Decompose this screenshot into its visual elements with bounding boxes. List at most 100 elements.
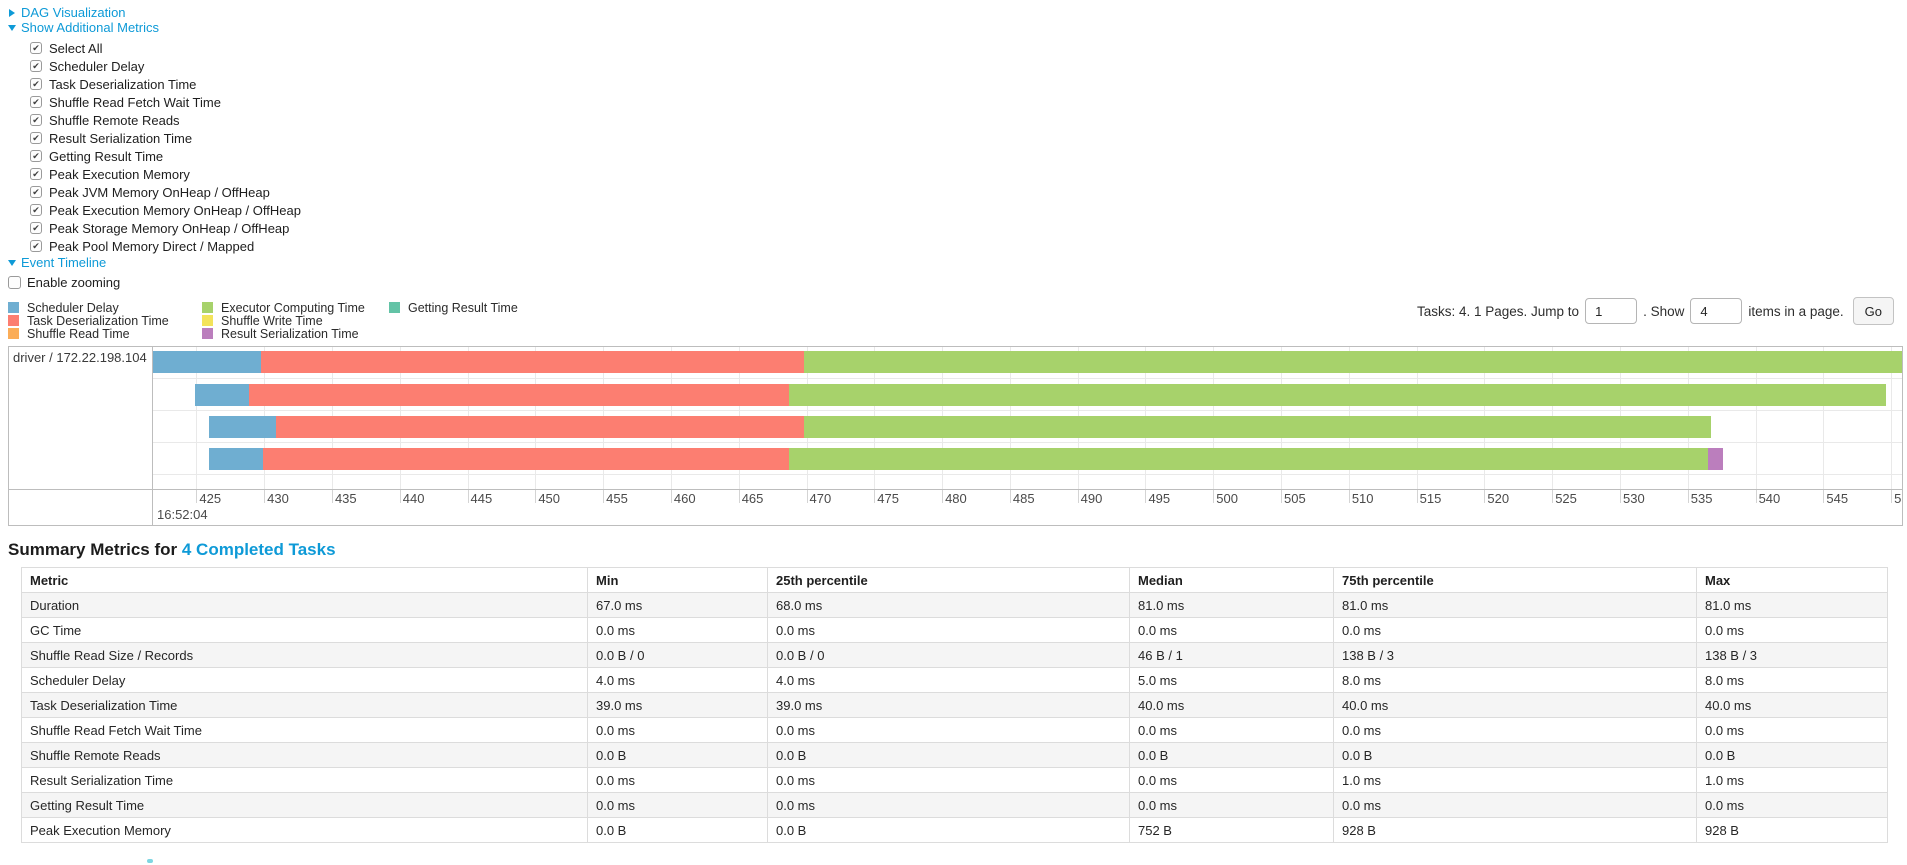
timeline-gridline [1891, 347, 1893, 489]
axis-tick-mark [1281, 490, 1283, 503]
metric-option-label: Peak Execution Memory OnHeap / OffHeap [49, 202, 301, 218]
legend-swatch-icon [389, 302, 400, 313]
checkbox-peak-pool-memory-direct-mapped[interactable] [30, 240, 42, 252]
checkbox-getting-result-time[interactable] [30, 150, 42, 162]
legend-pagination-row: Scheduler Delay Task Deserialization Time… [8, 297, 1894, 341]
enable-zooming-checkbox[interactable] [8, 275, 21, 289]
metric-option-label: Peak Execution Memory [49, 166, 190, 182]
metric-value-cell: 0.0 ms [1333, 617, 1697, 643]
axis-tick-label: 515 [1419, 491, 1442, 506]
go-button[interactable]: Go [1852, 297, 1894, 325]
checkbox-result-serialization-time[interactable] [30, 132, 42, 144]
axis-tick-label: 425 [199, 491, 222, 506]
show-additional-metrics-link[interactable]: Show Additional Metrics [21, 20, 160, 35]
dag-visualization-link[interactable]: DAG Visualization [21, 5, 126, 20]
metric-name-cell: Task Deserialization Time [21, 692, 588, 718]
task-bar-segment-task_deserialization[interactable] [249, 384, 789, 406]
checkbox-task-deserialization-time[interactable] [30, 78, 42, 90]
task-bar-segment-executor_computing[interactable] [788, 448, 1709, 470]
checkbox-scheduler-delay[interactable] [30, 60, 42, 72]
metric-value-cell: 39.0 ms [767, 692, 1130, 718]
axis-tick-mark [1145, 490, 1147, 503]
task-bar-segment-result_serialization[interactable] [1708, 448, 1724, 470]
additional-metrics-checkbox-list: Select All Scheduler Delay Task Deserializ… [8, 39, 1907, 255]
axis-tick-label: 440 [402, 491, 425, 506]
checkbox-peak-execution-memory-onheap-offheap[interactable] [30, 204, 42, 216]
metric-option-label: Peak Storage Memory OnHeap / OffHeap [49, 220, 290, 236]
axis-divider-line [9, 489, 1902, 490]
event-timeline-link[interactable]: Event Timeline [21, 255, 107, 270]
column-header-median: Median [1129, 567, 1334, 593]
axis-tick-label: 550 [1894, 491, 1902, 506]
task-bar-segment-scheduler_delay[interactable] [195, 384, 250, 406]
checkbox-peak-jvm-memory-onheap-offheap[interactable] [30, 186, 42, 198]
event-timeline-toggle[interactable]: Event Timeline [8, 255, 1907, 270]
metric-value-cell: 0.0 B [1696, 742, 1888, 768]
metric-value-cell: 81.0 ms [1333, 592, 1697, 618]
metric-option-peak-execution-memory-onheap-offheap: Peak Execution Memory OnHeap / OffHeap [30, 201, 1907, 219]
metric-value-cell: 0.0 ms [587, 617, 768, 643]
legend-item-shuffle-read-time: Shuffle Read Time [8, 327, 202, 341]
items-per-page-input[interactable] [1690, 298, 1743, 324]
dag-visualization-toggle[interactable]: DAG Visualization [8, 5, 1907, 20]
axis-tick-mark [874, 490, 876, 503]
axis-tick-label: 430 [267, 491, 289, 506]
metric-value-cell: 40.0 ms [1333, 692, 1697, 718]
metric-value-cell: 0.0 ms [587, 792, 768, 818]
axis-tick-label: 480 [945, 491, 967, 506]
checkbox-peak-storage-memory-onheap-offheap[interactable] [30, 222, 42, 234]
metric-name-cell: Scheduler Delay [21, 667, 588, 693]
summary-metrics-table: Metric Min 25th percentile Median 75th perce… [21, 567, 1888, 843]
axis-tick-mark [1619, 490, 1621, 503]
metric-option-label: Shuffle Read Fetch Wait Time [49, 94, 221, 110]
show-additional-metrics-toggle[interactable]: Show Additional Metrics [8, 20, 1907, 35]
legend-item-scheduler-delay: Scheduler Delay [8, 301, 202, 315]
checkbox-peak-execution-memory[interactable] [30, 168, 42, 180]
metric-name-cell: Result Serialization Time [21, 767, 588, 793]
task-bar-segment-task_deserialization[interactable] [262, 448, 789, 470]
metric-value-cell: 0.0 B [1333, 742, 1697, 768]
metric-value-cell: 928 B [1696, 817, 1888, 843]
metric-name-cell: Shuffle Remote Reads [21, 742, 588, 768]
metric-option-result-serialization-time: Result Serialization Time [30, 129, 1907, 147]
metric-value-cell: 0.0 B / 0 [767, 642, 1130, 668]
metric-value-cell: 0.0 ms [767, 767, 1130, 793]
checkbox-select-all[interactable] [30, 42, 42, 54]
timeline-gridline [196, 347, 198, 489]
table-row-duration: Duration 67.0 ms 68.0 ms 81.0 ms 81.0 ms 81.0… [21, 592, 1888, 618]
legend-swatch-icon [202, 328, 213, 339]
metric-value-cell: 138 B / 3 [1696, 642, 1888, 668]
jump-to-page-input[interactable] [1585, 298, 1638, 324]
axis-tick-label: 530 [1622, 491, 1645, 506]
task-bar-segment-executor_computing[interactable] [788, 384, 1886, 406]
legend-swatch-icon [202, 302, 213, 313]
table-row-gc-time: GC Time 0.0 ms 0.0 ms 0.0 ms 0.0 ms 0.0 ms [21, 617, 1888, 643]
task-bar-segment-executor_computing[interactable] [803, 416, 1711, 438]
legend-swatch-icon [8, 315, 19, 326]
axis-tick-label: 505 [1284, 491, 1306, 506]
table-row-peak-execution-memory: Peak Execution Memory 0.0 B 0.0 B 752 B 928 … [21, 817, 1888, 843]
task-bar-segment-scheduler_delay[interactable] [208, 416, 277, 438]
task-bar-segment-executor_computing[interactable] [803, 351, 1902, 373]
caret-down-icon [8, 25, 16, 31]
metric-name-cell: GC Time [21, 617, 588, 643]
event-timeline-chart: driver / 172.22.198.104 425 430 435 440 445 4… [8, 346, 1903, 526]
metric-value-cell: 0.0 ms [1129, 792, 1334, 818]
column-header-25th-percentile: 25th percentile [767, 567, 1130, 593]
metric-option-task-deserialization-time: Task Deserialization Time [30, 75, 1907, 93]
task-bar-segment-task_deserialization[interactable] [276, 416, 804, 438]
metric-value-cell: 0.0 ms [1696, 617, 1888, 643]
column-header-metric: Metric [21, 567, 588, 593]
checkbox-shuffle-read-fetch-wait-time[interactable] [30, 96, 42, 108]
metric-value-cell: 81.0 ms [1129, 592, 1334, 618]
task-bar-segment-scheduler_delay[interactable] [208, 448, 263, 470]
summary-metrics-title: Summary Metrics for 4 Completed Tasks [8, 540, 1907, 560]
column-header-75th-percentile: 75th percentile [1333, 567, 1697, 593]
task-bar-segment-scheduler_delay[interactable] [153, 351, 262, 373]
axis-tick-mark [331, 490, 333, 503]
checkbox-shuffle-remote-reads[interactable] [30, 114, 42, 126]
completed-tasks-link[interactable]: 4 Completed Tasks [181, 540, 336, 559]
legend-item-executor-computing-time: Executor Computing Time [202, 301, 389, 315]
task-bar-segment-task_deserialization[interactable] [261, 351, 804, 373]
axis-tick-mark [1823, 490, 1825, 503]
